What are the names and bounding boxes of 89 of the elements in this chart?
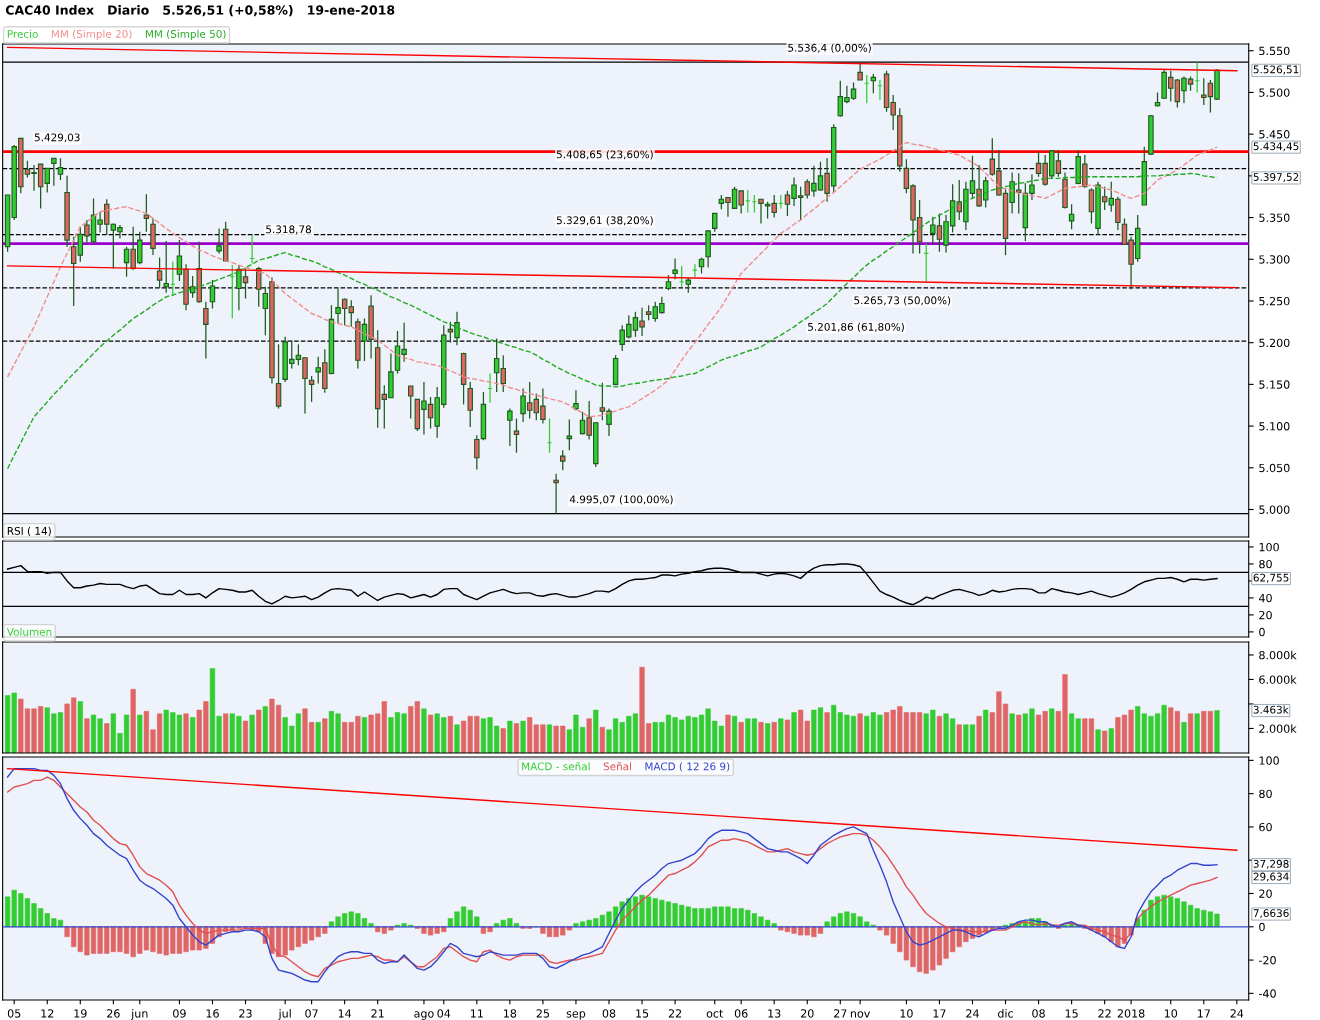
- y-tick-label: 20: [1259, 889, 1272, 898]
- x-tick-label: 08: [1032, 1009, 1045, 1018]
- x-tick-label: jul: [278, 1009, 291, 1020]
- y-tick-label: 100: [1259, 542, 1279, 552]
- text: 29,634: [1253, 872, 1289, 882]
- y-tick-label: 5.000: [1259, 505, 1290, 514]
- ref-line-label: 5.318,78: [266, 225, 312, 235]
- x-tick-label: 25: [536, 1009, 549, 1018]
- x-tick-label: 15: [1065, 1009, 1078, 1018]
- y-tick-label: 80: [1259, 559, 1272, 569]
- x-tick-label: dic: [998, 1009, 1013, 1018]
- x-tick-label: 23: [239, 1009, 252, 1018]
- x-tick-label: ago: [414, 1011, 434, 1020]
- x-tick-label: sep: [566, 1011, 586, 1020]
- text: MACD ( 12 26 9): [645, 762, 730, 772]
- y-tick-label: 40: [1258, 593, 1272, 603]
- text: 5.526,51: [1253, 65, 1299, 75]
- x-tick-label: nov: [850, 1011, 870, 1018]
- y-tick-label: 5.250: [1259, 296, 1290, 306]
- text: Volumen: [6, 627, 52, 636]
- text: MM (Simple 20): [51, 29, 132, 40]
- y-tick-label: 5.300: [1259, 255, 1290, 264]
- y-tick-label: 20: [1259, 610, 1272, 620]
- y-tick-label: 0: [1259, 922, 1265, 932]
- y-tick-label: 5.150: [1259, 380, 1290, 389]
- x-tick-label: 07: [305, 1009, 318, 1018]
- x-tick-label: 08: [602, 1009, 616, 1018]
- x-tick-label: 16: [206, 1009, 219, 1018]
- x-tick-label: 26: [107, 1009, 120, 1018]
- x-tick-label: 04: [437, 1009, 451, 1018]
- text: 3.463k: [1253, 705, 1289, 714]
- x-tick-label: 14: [338, 1009, 352, 1018]
- x-tick-label: 12: [41, 1009, 54, 1018]
- text: MACD - señal: [522, 762, 590, 771]
- ref-line-label: 5.265,73 (50,00%): [854, 296, 951, 306]
- x-tick-label: jun: [130, 1009, 148, 1020]
- y-tick-label: 100: [1259, 756, 1279, 765]
- text: 5.397,52: [1253, 173, 1299, 183]
- x-tick-label: 19: [74, 1009, 87, 1018]
- x-tick-label: 13: [768, 1009, 781, 1018]
- x-tick-label: 10: [1164, 1009, 1178, 1018]
- y-tick-label: 60: [1259, 822, 1272, 832]
- y-tick-label: 5.350: [1259, 213, 1290, 222]
- x-tick-label: 09: [173, 1009, 186, 1018]
- y-tick-label: 5.050: [1259, 463, 1290, 473]
- x-tick-label: 11: [470, 1009, 483, 1018]
- chart-title: CAC40 Index Diario 5.526,51 (+0,58%) 19-ene-2018: [5, 5, 395, 17]
- text: 62,755: [1253, 573, 1289, 583]
- y-tick-label: 5.550: [1259, 46, 1290, 56]
- x-tick-label: 18: [504, 1009, 517, 1018]
- text: RSI ( 14): [7, 526, 51, 537]
- x-tick-label: 15: [636, 1009, 649, 1018]
- x-tick-label: 17: [933, 1009, 946, 1018]
- text: Precio: [7, 29, 38, 38]
- ref-line-label: 5.536,4 (0,00%): [788, 43, 871, 53]
- y-tick-label: 5.500: [1259, 88, 1290, 97]
- x-tick-label: 27: [834, 1009, 847, 1018]
- y-tick-label: 6.000k: [1259, 675, 1297, 684]
- y-tick-label: 80: [1259, 789, 1272, 799]
- x-tick-label: 17: [1197, 1009, 1210, 1018]
- y-tick-label: 5.100: [1259, 422, 1290, 431]
- x-tick-label: 10: [900, 1009, 913, 1018]
- x-tick-label: 05: [7, 1009, 21, 1018]
- text: MM (Simple 50): [145, 29, 226, 40]
- ref-line-label: 4.995,07 (100,00%): [569, 495, 673, 505]
- y-tick-label: 2.000k: [1259, 724, 1297, 733]
- x-tick-label: 22: [1098, 1009, 1111, 1018]
- ref-line-label: 5.429,03: [34, 133, 80, 143]
- ref-line-label: 5.329,61 (38,20%): [556, 216, 653, 226]
- text: 37,298: [1253, 859, 1289, 869]
- x-tick-label: 21: [371, 1009, 384, 1018]
- x-tick-label: 24: [1230, 1009, 1244, 1018]
- text: 5.434,45: [1253, 142, 1299, 152]
- y-tick-label: -20: [1258, 956, 1276, 965]
- x-tick-label: 06: [734, 1009, 748, 1018]
- y-tick-label: -40: [1258, 989, 1276, 998]
- x-tick-label: 22: [668, 1009, 682, 1018]
- x-tick-label: 20: [801, 1009, 814, 1018]
- y-tick-label: 5.450: [1259, 130, 1290, 139]
- text: Señal: [603, 762, 631, 771]
- ref-line-label: 5.408,65 (23,60%): [556, 150, 653, 160]
- x-tick-label: 2018: [1117, 1009, 1145, 1018]
- text: 7,6636: [1253, 909, 1289, 919]
- x-tick-label: oct: [706, 1009, 724, 1018]
- x-tick-label: 24: [966, 1009, 979, 1018]
- ref-line-label: 5.201,86 (61,80%): [808, 322, 904, 332]
- y-tick-label: 0: [1259, 627, 1265, 637]
- y-tick-label: 5.200: [1259, 338, 1290, 348]
- y-tick-label: 8.000k: [1259, 650, 1297, 660]
